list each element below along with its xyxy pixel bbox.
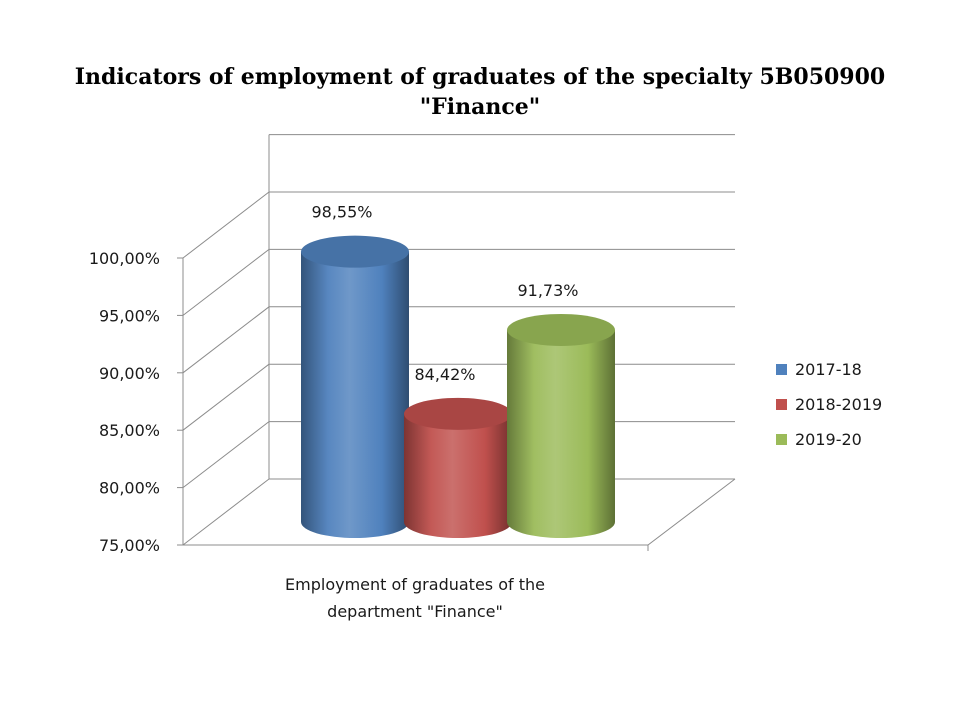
bar-2018-2019 bbox=[404, 397, 512, 538]
gridline-diagonal-1 bbox=[182, 421, 270, 488]
chart-title-line-2: "Finance" bbox=[420, 94, 541, 120]
bars bbox=[301, 235, 615, 538]
data-label-2018-2019: 84,42% bbox=[414, 365, 475, 384]
legend-swatch-2018-2019 bbox=[776, 399, 787, 410]
x-axis-category-line-1: Employment of graduates of the bbox=[285, 575, 545, 594]
x-axis-category-label: Employment of graduates of the departmen… bbox=[285, 575, 545, 621]
y-tick-label: 85,00% bbox=[99, 421, 160, 440]
y-tick-label: 80,00% bbox=[99, 479, 160, 498]
bar-body-2019-20 bbox=[507, 329, 615, 538]
legend-label-2017-18: 2017-18 bbox=[795, 360, 862, 379]
data-label-2017-18: 98,55% bbox=[311, 203, 372, 222]
legend-swatch-2019-20 bbox=[776, 434, 787, 445]
bar-body-2018-2019 bbox=[404, 413, 512, 538]
y-tick-label: 95,00% bbox=[99, 306, 160, 325]
y-tick-label: 90,00% bbox=[99, 364, 160, 383]
bar-body-2017-18 bbox=[301, 251, 409, 538]
legend-label-2019-20: 2019-20 bbox=[795, 430, 862, 449]
y-tick-label: 100,00% bbox=[89, 249, 160, 268]
chart-title-line-1: Indicators of employment of graduates of… bbox=[75, 64, 885, 90]
x-axis-category-line-2: department "Finance" bbox=[327, 602, 503, 621]
y-axis-tick-labels: 75,00% 80,00% 85,00% 90,00% 95,00% 100,00% bbox=[89, 249, 160, 555]
gridline-diagonal-0 bbox=[182, 478, 270, 546]
bar-top-2017-18 bbox=[301, 235, 409, 268]
bar-2019-20 bbox=[507, 313, 615, 538]
data-label-2019-20: 91,73% bbox=[517, 281, 578, 300]
gridline-diagonal-3 bbox=[182, 306, 270, 374]
gridline-diagonal-2 bbox=[182, 363, 270, 431]
legend-label-2018-2019: 2018-2019 bbox=[795, 395, 882, 414]
gridline-diagonal-5 bbox=[182, 191, 270, 259]
y-tick-label: 75,00% bbox=[99, 536, 160, 555]
bar-top-2019-20 bbox=[507, 313, 615, 346]
gridline-diagonal-4 bbox=[182, 249, 270, 316]
bar-top-2018-2019 bbox=[404, 397, 512, 430]
chart-title: Indicators of employment of graduates of… bbox=[75, 64, 885, 120]
data-labels: 98,55% 84,42% 91,73% bbox=[311, 203, 578, 384]
legend: 2017-18 2018-2019 2019-20 bbox=[776, 360, 882, 449]
legend-swatch-2017-18 bbox=[776, 364, 787, 375]
bar-2017-18 bbox=[301, 235, 409, 538]
